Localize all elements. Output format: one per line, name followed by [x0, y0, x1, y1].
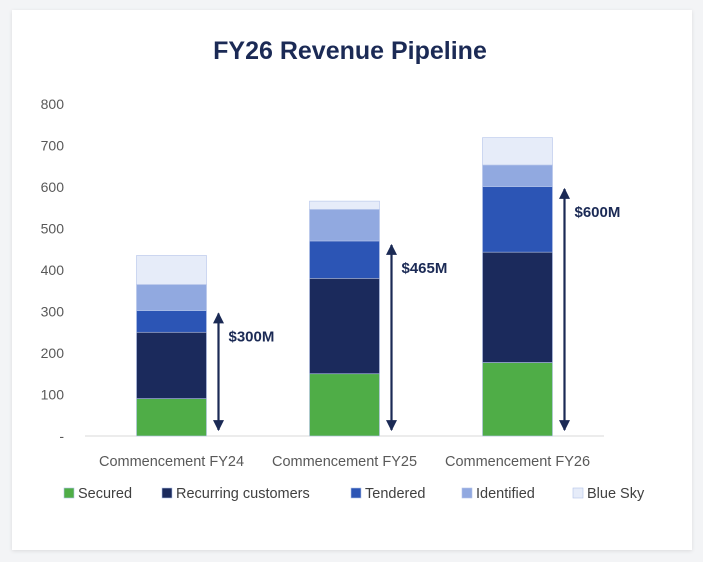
annotation-label: $465M: [402, 260, 448, 277]
bar-segment-secured: [309, 373, 380, 437]
bars: [136, 137, 553, 437]
bar-segment-blue-sky: [136, 255, 207, 285]
legend-swatch: [572, 487, 584, 499]
y-tick-label: 500: [41, 221, 65, 237]
annotations: $300M $465M $600M: [213, 187, 621, 432]
legend-swatch: [350, 487, 362, 499]
bar-segment-identified: [309, 209, 380, 242]
bar-segment-tendered: [482, 186, 553, 253]
legend-swatch: [161, 487, 173, 499]
bar-segment-tendered: [309, 240, 380, 279]
y-tick-label: 200: [41, 345, 65, 361]
y-tick-label: 300: [41, 304, 65, 320]
y-tick-label: 600: [41, 179, 65, 195]
legend-label: Identified: [476, 486, 535, 502]
bar-segment-secured: [136, 398, 207, 437]
bar-segment-recurring-customers: [309, 277, 380, 375]
x-category-label: Commencement FY25: [272, 454, 417, 470]
bar-segment-secured: [482, 362, 553, 437]
y-axis: - 100 200 300 400 500 600 700 800: [41, 96, 65, 444]
legend-label: Recurring customers: [176, 486, 310, 502]
x-category-label: Commencement FY26: [445, 454, 590, 470]
x-category-label: Commencement FY24: [99, 454, 244, 470]
bar-segment-recurring-customers: [482, 251, 553, 363]
legend-label: Secured: [78, 486, 132, 502]
y-tick-label: 700: [41, 138, 65, 154]
y-tick-label: 400: [41, 262, 65, 278]
chart-title: FY26 Revenue Pipeline: [213, 37, 487, 65]
annotation-label: $600M: [575, 204, 621, 221]
bar-segment-identified: [482, 164, 553, 187]
y-tick-label: 100: [41, 387, 65, 403]
bar-segment-tendered: [136, 310, 207, 333]
legend-label: Blue Sky: [587, 486, 645, 502]
y-tick-label: -: [59, 428, 64, 444]
bar-segment-identified: [136, 284, 207, 311]
bar-segment-blue-sky: [309, 200, 380, 210]
annotation-label: $300M: [229, 329, 275, 346]
y-tick-label: 800: [41, 96, 65, 112]
legend-label: Tendered: [365, 486, 425, 502]
legend-swatch: [63, 487, 75, 499]
bar-segment-blue-sky: [482, 137, 553, 166]
bar-segment-recurring-customers: [136, 331, 207, 399]
legend: Secured Recurring customers Tendered Identi…: [63, 486, 645, 502]
x-axis-labels: Commencement FY24 Commencement FY25 Commen…: [99, 454, 590, 470]
legend-swatch: [461, 487, 473, 499]
